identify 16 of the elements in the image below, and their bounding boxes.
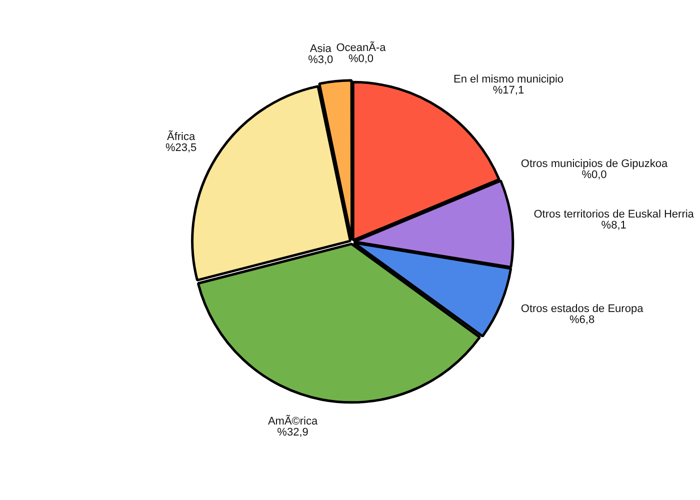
data-label: %32,9 <box>277 426 308 439</box>
data-label: %17,1 <box>492 84 524 97</box>
text: %0,0 <box>582 168 607 181</box>
category-label: OceanÃ-a <box>336 42 386 54</box>
slice-label: Ãfrica <box>166 130 196 143</box>
category-label: Otros municipios de Gipuzkoa <box>520 158 668 170</box>
slice-label: Otros estados de Europa <box>520 303 644 316</box>
slice-label: AmÃ©rica <box>268 414 318 428</box>
data-label: %23,5 <box>165 142 197 154</box>
data-label: %3,0 <box>308 54 334 66</box>
slice-label: Otros territorios de Euskal Herria <box>534 208 695 221</box>
text: %0,0 <box>348 53 374 66</box>
data-label: %6,8 <box>569 314 595 326</box>
data-label: %8,1 <box>601 220 626 232</box>
slice-label: En el mismo municipio <box>453 74 564 86</box>
slice-label: Asia <box>310 43 332 56</box>
